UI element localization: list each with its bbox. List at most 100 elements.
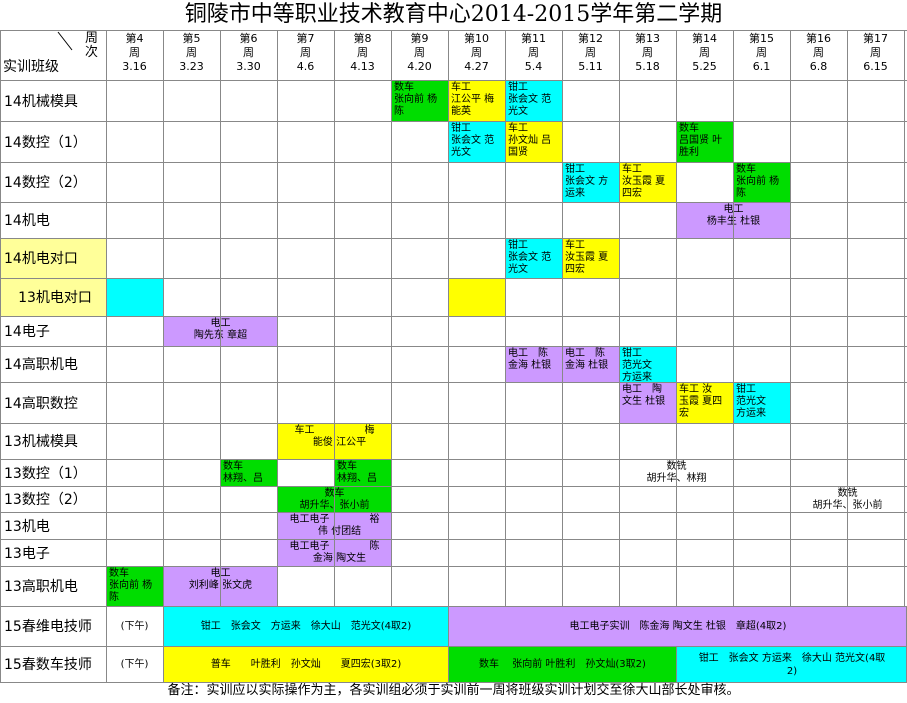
grid-line — [0, 238, 907, 239]
week-header-zhou: 周 — [414, 46, 425, 59]
corner-week-label: 周 次 — [84, 31, 98, 60]
week-header-zhou: 周 — [870, 46, 881, 59]
grid-line — [0, 316, 907, 317]
grid-line — [163, 30, 164, 606]
class-row-label: 14电子 — [4, 324, 50, 340]
shared-training-block: 钳工 张会文 方运来 徐大山 范光文(4取2) — [164, 607, 448, 646]
grid-line — [790, 30, 791, 606]
week-header-zhou: 周 — [186, 46, 197, 59]
week-header-date: 4.13 — [350, 60, 375, 73]
grid-line — [0, 162, 907, 163]
week-header-num: 第9 — [410, 32, 429, 45]
grid-line — [163, 606, 164, 646]
class-row-label: 13机电对口 — [0, 278, 106, 316]
grid-line — [0, 423, 907, 424]
week-header-date: 5.11 — [578, 60, 603, 73]
training-block: 数铣 胡升华、张小前 — [812, 488, 883, 511]
week-header-date: 4.6 — [296, 60, 315, 73]
training-block: 数车 张向前 杨 陈 — [107, 567, 163, 606]
grid-line — [0, 512, 907, 513]
grid-line — [106, 30, 107, 682]
week-header: 第16 周 6.8 — [790, 30, 847, 80]
grid-line — [220, 30, 221, 606]
training-block: 电工 陈 金海 杜银 — [506, 347, 562, 382]
grid-line — [334, 30, 335, 606]
week-header-num: 第10 — [464, 32, 489, 45]
week-header-zhou: 周 — [699, 46, 710, 59]
grid-line — [0, 80, 907, 81]
grid-line — [676, 30, 677, 606]
grid-line — [0, 30, 1, 682]
week-header-date: 6.15 — [863, 60, 888, 73]
week-header-zhou: 周 — [129, 46, 140, 59]
grid-line — [0, 121, 907, 122]
training-block: 车工 汝 玉霞 夏四 宏 — [677, 383, 733, 423]
week-header-date: 6.1 — [752, 60, 771, 73]
training-block: 钳工 张会文 范 光文 — [449, 122, 505, 162]
grid-line — [448, 30, 449, 606]
week-header: 第10 周 4.27 — [448, 30, 505, 80]
training-block: 钳工 范光文 方运来 — [734, 383, 790, 423]
grid-line — [0, 566, 907, 567]
class-row-label: 15春维电技师 — [4, 619, 92, 635]
afternoon-label: (下午) — [120, 620, 149, 632]
week-header: 第15 周 6.1 — [733, 30, 790, 80]
week-header-date: 5.18 — [635, 60, 660, 73]
shared-training-block: 钳工 张会文 方运来 徐大山 范光文(4取 2) — [677, 647, 907, 682]
week-header-zhou: 周 — [528, 46, 539, 59]
grid-line — [0, 382, 907, 383]
grid-line — [0, 606, 907, 607]
grid-line — [0, 202, 907, 203]
week-header-zhou: 周 — [471, 46, 482, 59]
grid-line — [163, 646, 164, 682]
week-header-num: 第8 — [353, 32, 372, 45]
week-header-date: 5.4 — [524, 60, 543, 73]
training-block — [449, 279, 505, 316]
training-block: 数铣 胡升华、林翔 — [646, 461, 707, 484]
grid-line — [448, 606, 449, 646]
week-header-num: 第4 — [125, 32, 144, 45]
training-block: 数车 张向前 杨 陈 — [392, 81, 448, 121]
grid-line — [391, 30, 392, 606]
class-row-label: 14高职数控 — [4, 395, 78, 412]
page-title: 铜陵市中等职业技术教育中心2014-2015学年第二学期 — [184, 2, 723, 27]
week-header-zhou: 周 — [243, 46, 254, 59]
training-block: 钳工 张会文 方 运来 — [563, 163, 619, 202]
training-block: 数车 吕国贤 叶 胜利 — [677, 122, 733, 162]
class-row-label: 13电子 — [4, 545, 50, 562]
week-header-date: 5.25 — [692, 60, 717, 73]
grid-line — [562, 30, 563, 606]
class-row-label: 13数控（2） — [4, 492, 87, 508]
week-header-num: 第16 — [806, 32, 831, 45]
class-row-label: 13机械模具 — [4, 434, 78, 450]
week-header: 第4 周 3.16 — [106, 30, 163, 80]
week-header-zhou: 周 — [357, 46, 368, 59]
class-row-label: 14机电 — [4, 213, 50, 229]
grid-line — [619, 30, 620, 606]
week-header-num: 第11 — [521, 32, 546, 45]
week-header-zhou: 周 — [642, 46, 653, 59]
training-block: 车工 汝玉霞 夏 四宏 — [620, 163, 676, 202]
training-block: 钳工 范光文 方运来 — [620, 347, 676, 382]
training-block: 车工 汝玉霞 夏 四宏 — [563, 239, 619, 278]
grid-line — [0, 539, 907, 540]
week-header-num: 第7 — [296, 32, 315, 45]
week-header: 第12 周 5.11 — [562, 30, 619, 80]
grid-line — [676, 646, 677, 682]
grid-line — [0, 346, 907, 347]
class-row-label: 15春数车技师 — [4, 657, 92, 673]
corner-diagonal — [57, 31, 73, 51]
week-header-date: 3.23 — [179, 60, 204, 73]
class-row-label: 14高职机电 — [4, 357, 78, 373]
training-block: 车工 孙文灿 吕 国贤 — [506, 122, 562, 162]
training-block: 数车 张向前 杨 陈 — [734, 163, 790, 202]
week-header-num: 第12 — [578, 32, 603, 45]
week-header-num: 第6 — [239, 32, 258, 45]
week-header: 第11 周 5.4 — [505, 30, 562, 80]
shared-training-block: 普车 叶胜利 孙文灿 夏四宏(3取2) — [164, 647, 448, 682]
week-header-zhou: 周 — [300, 46, 311, 59]
week-header-date: 3.30 — [236, 60, 261, 73]
week-header: 第8 周 4.13 — [334, 30, 391, 80]
week-header: 第17 周 6.15 — [847, 30, 904, 80]
grid-line — [0, 682, 907, 683]
